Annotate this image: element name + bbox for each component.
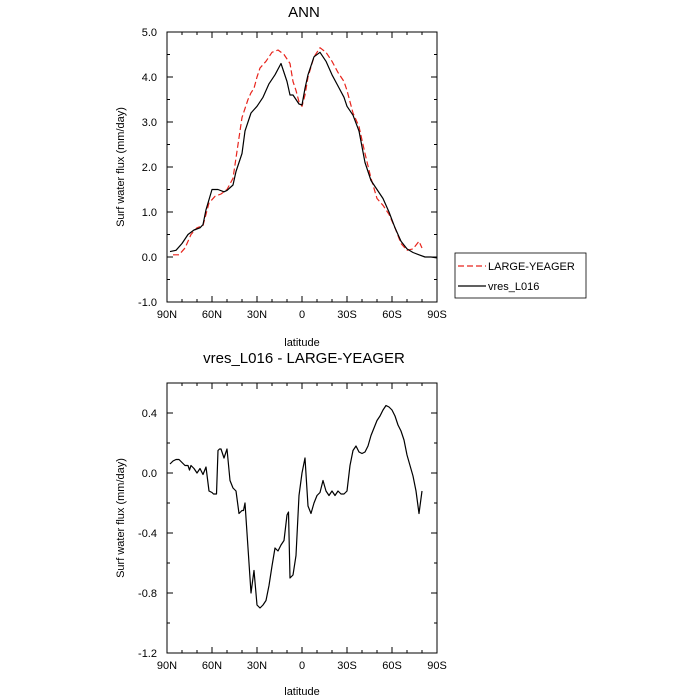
legend-box: [454, 252, 587, 299]
y-tick-label: 1.0: [142, 207, 157, 219]
y-tick-label: 2.0: [142, 162, 157, 174]
x-tick-label: 60N: [202, 660, 222, 672]
y-axis-label: Surf water flux (mm/day): [115, 107, 127, 227]
chart-title: vres_L016 - LARGE-YEAGER: [203, 350, 405, 367]
x-tick-label: 90N: [157, 660, 177, 672]
x-tick-label: 90S: [427, 309, 447, 321]
x-tick-label: 60N: [202, 309, 222, 321]
tick-layer: 90N 60N 30N 0 30S 60S 90S -1.2 -0.8 -0.4 0.0 0.4: [138, 383, 447, 672]
series-layer: [169, 404, 423, 609]
panel-climatology: ANN 90N 60N 30N 0 30S 60S 90S -1.0 0.0 1.0 2.0 3.0 4…: [115, 4, 587, 349]
x-tick-label: 30S: [337, 660, 357, 672]
y-tick-label: -1.0: [138, 297, 157, 309]
legend-label-large-yeager: LARGE-YEAGER: [488, 261, 575, 273]
series-layer: [169, 47, 438, 259]
x-tick-label: 0: [299, 660, 305, 672]
y-tick-label: -0.4: [138, 528, 157, 540]
y-axis-label: Surf water flux (mm/day): [115, 458, 127, 578]
x-tick-label: 60S: [382, 309, 402, 321]
plot-frame: [166, 382, 438, 654]
y-tick-label: -1.2: [138, 648, 157, 660]
x-tick-label: 90S: [427, 660, 447, 672]
legend-label-vres-l016: vres_L016: [488, 281, 539, 293]
x-tick-label: 30N: [247, 660, 267, 672]
y-tick-label: -0.8: [138, 588, 157, 600]
y-tick-label: 3.0: [142, 117, 157, 129]
x-tick-label: 90N: [157, 309, 177, 321]
tick-layer: 90N 60N 30N 0 30S 60S 90S -1.0 0.0 1.0 2.0 3.0 4.0 5.…: [138, 27, 447, 321]
legend: LARGE-YEAGER vres_L016: [454, 252, 587, 299]
x-axis-label: latitude: [284, 337, 319, 349]
x-axis-label: latitude: [284, 686, 319, 698]
y-tick-label: 4.0: [142, 72, 157, 84]
x-tick-label: 30S: [337, 309, 357, 321]
series-line-1: [169, 51, 438, 259]
x-tick-label: 60S: [382, 660, 402, 672]
series-line-0: [173, 47, 423, 256]
plot-frame: [166, 31, 438, 303]
y-tick-label: 0.0: [142, 468, 157, 480]
panel-difference: vres_L016 - LARGE-YEAGER 90N 60N 30N 0 30S 60…: [115, 350, 447, 698]
x-tick-label: 0: [299, 309, 305, 321]
y-tick-label: 0.4: [142, 408, 157, 420]
y-tick-label: 0.0: [142, 252, 157, 264]
chart-title: ANN: [288, 4, 320, 21]
y-tick-label: 5.0: [142, 27, 157, 39]
x-tick-label: 30N: [247, 309, 267, 321]
series-line-0: [169, 404, 423, 609]
